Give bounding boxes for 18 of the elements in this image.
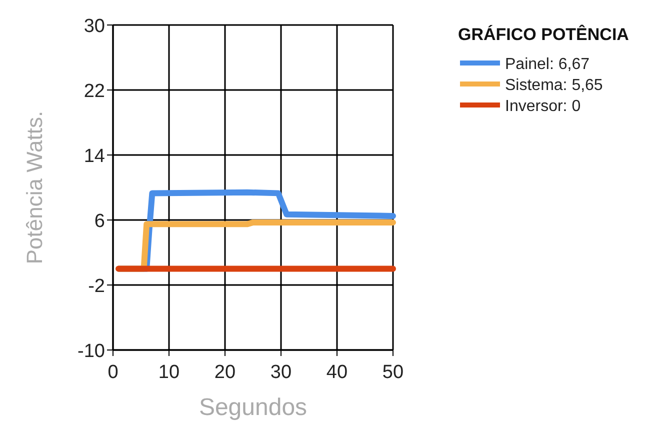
y-tick-label: 22 <box>84 81 105 102</box>
x-tick-label: 30 <box>270 362 292 383</box>
legend-label: Sistema: 5,65 <box>505 77 603 94</box>
y-tick-label: -10 <box>78 341 105 362</box>
y-axis-title: Potência Watts. <box>22 110 47 264</box>
x-tick-label: 0 <box>108 362 118 383</box>
legend-label: Inversor: 0 <box>505 98 581 115</box>
x-tick-label: 20 <box>214 362 236 383</box>
x-axis-title: Segundos <box>198 394 308 421</box>
x-tick-label: 40 <box>326 362 348 383</box>
legend-title: GRÁFICO POTÊNCIA <box>458 24 629 44</box>
y-tick-label: -2 <box>88 276 105 297</box>
legend-label: Painel: 6,67 <box>505 56 590 73</box>
y-tick-label: 30 <box>84 16 105 37</box>
y-tick-label: 14 <box>84 146 106 167</box>
x-tick-label: 50 <box>382 362 404 383</box>
y-tick-label: 6 <box>94 211 105 232</box>
x-tick-label: 10 <box>158 362 180 383</box>
